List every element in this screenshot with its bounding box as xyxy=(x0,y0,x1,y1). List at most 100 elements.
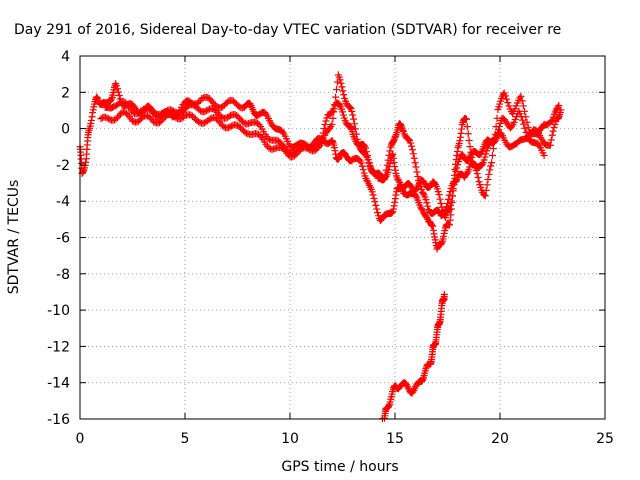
data-point xyxy=(288,149,296,157)
data-point xyxy=(483,181,491,189)
data-point xyxy=(523,118,531,126)
data-point xyxy=(322,117,330,125)
data-point xyxy=(413,168,421,176)
data-point xyxy=(521,124,529,132)
data-point xyxy=(447,211,455,219)
data-point xyxy=(351,125,359,133)
x-tick-label: 5 xyxy=(181,431,190,447)
data-point xyxy=(333,86,340,94)
data-point xyxy=(129,117,136,125)
chart-title: Day 291 of 2016, Sidereal Day-to-day VTE… xyxy=(14,22,561,38)
data-point xyxy=(443,203,451,211)
data-point xyxy=(195,118,202,126)
data-point xyxy=(480,191,488,199)
data-point xyxy=(374,209,382,217)
data-point xyxy=(353,135,361,143)
data-point xyxy=(123,109,130,117)
data-point xyxy=(156,110,164,118)
data-point xyxy=(419,189,427,197)
data-point xyxy=(474,174,482,182)
data-point xyxy=(424,202,432,210)
x-axis: 0 5 10 15 20 25 xyxy=(76,431,614,447)
series-track-a xyxy=(76,80,565,225)
data-point xyxy=(336,76,344,84)
data-point xyxy=(213,115,220,123)
data-point xyxy=(219,103,227,111)
data-point xyxy=(435,191,443,199)
data-point xyxy=(225,124,232,132)
y-axis-label: SDTVAR / TECUs xyxy=(6,180,22,295)
data-point xyxy=(463,169,471,177)
data-point xyxy=(233,111,241,119)
data-point xyxy=(275,137,283,145)
data-point xyxy=(226,123,234,131)
data-point xyxy=(237,124,244,132)
data-point xyxy=(179,107,187,115)
plot-area xyxy=(76,71,565,423)
data-point xyxy=(162,107,170,115)
data-point xyxy=(388,209,396,217)
data-point xyxy=(450,178,458,186)
data-point xyxy=(368,188,376,196)
data-point xyxy=(411,159,419,167)
data-point xyxy=(227,111,235,119)
data-point xyxy=(238,125,246,133)
data-point xyxy=(337,79,345,87)
data-point xyxy=(254,119,262,127)
data-point xyxy=(265,144,273,152)
data-point xyxy=(486,166,494,174)
data-point xyxy=(145,113,153,121)
data-point xyxy=(546,141,554,149)
data-point xyxy=(201,107,209,115)
y-axis: 4 2 0 -2 -4 -6 -8 -10 -12 -14 -16 xyxy=(47,49,70,428)
data-point xyxy=(449,185,457,193)
data-point xyxy=(522,113,530,121)
data-point xyxy=(371,198,379,206)
data-point xyxy=(305,143,313,151)
data-point xyxy=(437,199,445,207)
data-point xyxy=(329,114,337,122)
y-tick-label: -14 xyxy=(47,376,70,392)
data-point xyxy=(115,91,123,99)
data-point xyxy=(338,83,346,91)
data-point xyxy=(346,103,354,111)
data-point xyxy=(351,120,358,128)
x-tick-label: 25 xyxy=(596,431,614,447)
data-point xyxy=(189,112,196,120)
data-point xyxy=(491,130,499,138)
data-point xyxy=(212,107,220,115)
data-point xyxy=(170,107,178,115)
data-point xyxy=(519,102,527,110)
data-point xyxy=(105,115,112,123)
data-point xyxy=(409,150,417,158)
data-point xyxy=(440,209,448,217)
data-point xyxy=(489,151,496,159)
y-tick-label: 4 xyxy=(61,49,70,65)
data-point xyxy=(549,127,557,135)
y-tick-label: -16 xyxy=(47,412,70,428)
data-point xyxy=(149,108,157,116)
data-point xyxy=(444,195,452,203)
data-point xyxy=(290,148,298,156)
data-point xyxy=(422,196,430,204)
data-point xyxy=(204,106,212,114)
data-point xyxy=(328,120,336,128)
data-point xyxy=(330,108,338,116)
data-point xyxy=(453,164,461,172)
data-point xyxy=(234,113,242,121)
data-point xyxy=(517,92,525,100)
data-point xyxy=(122,99,130,107)
data-point xyxy=(203,107,211,115)
data-point xyxy=(361,142,369,150)
data-point xyxy=(373,205,381,213)
data-point xyxy=(472,166,480,174)
data-point xyxy=(549,117,556,125)
y-tick-label: -8 xyxy=(56,267,70,283)
data-point xyxy=(436,195,444,203)
data-point xyxy=(318,135,326,143)
data-point xyxy=(478,160,486,168)
data-point xyxy=(518,97,526,105)
data-point xyxy=(231,98,239,106)
data-point xyxy=(229,97,237,105)
data-point xyxy=(332,93,340,101)
